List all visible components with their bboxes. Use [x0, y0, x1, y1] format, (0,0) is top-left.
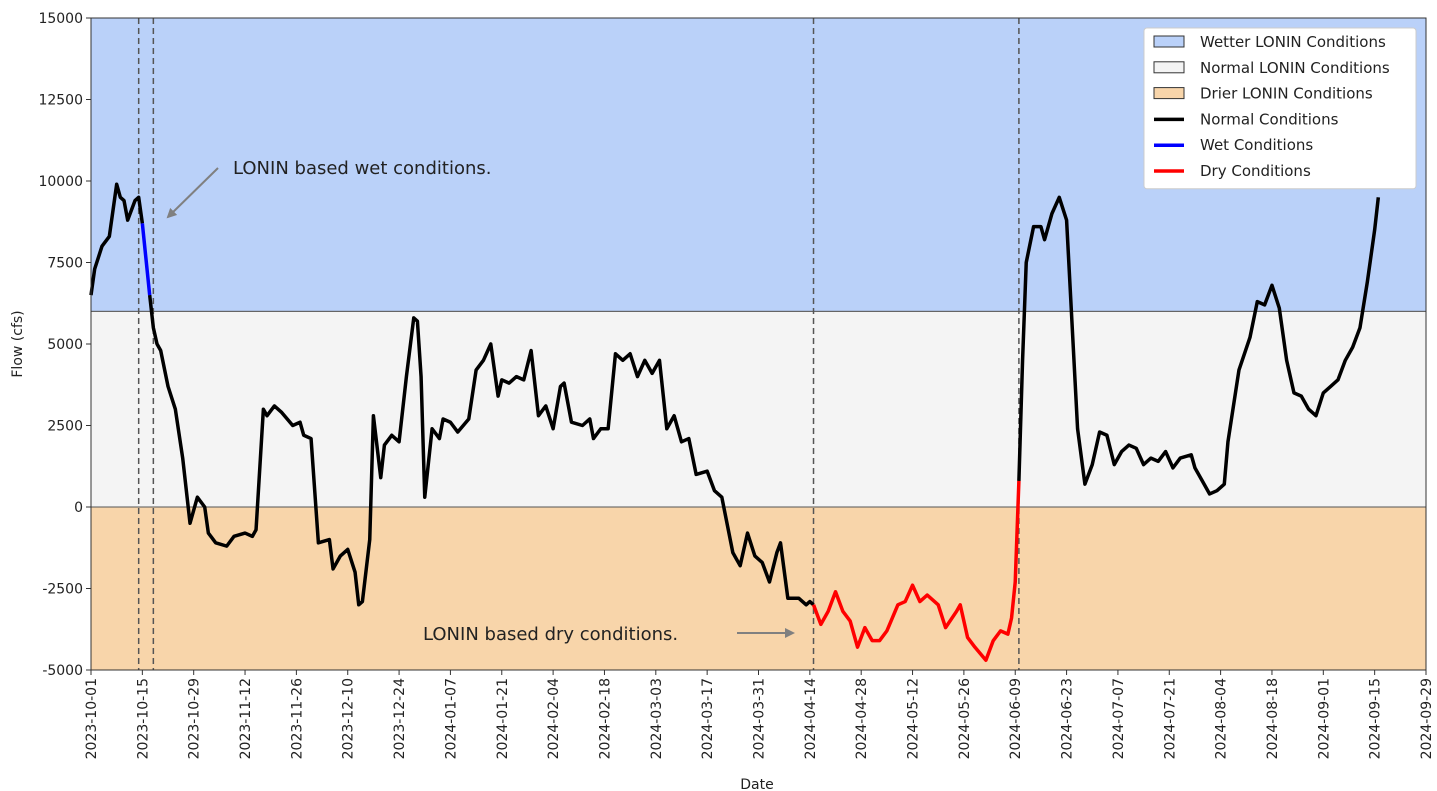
x-tick-label: 2024-09-29 — [1419, 678, 1435, 759]
x-tick-label: 2024-03-03 — [649, 678, 665, 759]
y-tick-label: 7500 — [47, 256, 83, 272]
series-line — [140, 223, 152, 296]
legend-label: Normal LONIN Conditions — [1200, 59, 1390, 77]
x-tick-label: 2023-11-12 — [238, 678, 254, 759]
y-tick-label: 0 — [74, 500, 83, 516]
legend-swatch — [1153, 87, 1185, 100]
x-tick-label: 2024-03-31 — [752, 678, 768, 759]
series-line — [811, 480, 1021, 662]
y-axis-label: Flow (cfs) — [10, 310, 26, 377]
x-axis-label: Date — [740, 777, 773, 791]
y-tick-label: 5000 — [47, 337, 83, 353]
y-tick-label: 15000 — [38, 11, 83, 27]
x-tick-label: 2023-10-01 — [84, 678, 100, 759]
annotation: LONIN based dry conditions. — [423, 624, 678, 645]
y-tick-label: -5000 — [42, 663, 83, 679]
x-tick-label: 2024-02-18 — [597, 678, 613, 759]
x-tick-label: 2024-03-17 — [700, 678, 716, 759]
series-line — [89, 182, 1381, 607]
x-tick-label: 2024-07-07 — [1111, 678, 1127, 759]
x-tick-label: 2024-01-21 — [495, 678, 511, 759]
annotation-arrow — [166, 167, 219, 219]
legend-swatch — [1153, 61, 1185, 74]
x-tick-label: 2023-10-15 — [135, 678, 151, 759]
x-tick-label: 2024-06-23 — [1060, 678, 1076, 759]
x-tick-label: 2024-04-14 — [803, 678, 819, 759]
x-tick-label: 2024-01-07 — [443, 678, 459, 759]
legend-label: Wetter LONIN Conditions — [1200, 33, 1386, 51]
x-tick-label: 2024-07-21 — [1162, 678, 1178, 759]
legend-box — [1143, 27, 1417, 190]
plot-area: -5000 -2500 0 2500 5000 7500 10000 12500 15000 20… — [38, 11, 1435, 759]
x-tick-label: 2024-05-26 — [957, 678, 973, 759]
x-tick-label: 2023-11-26 — [289, 678, 305, 759]
legend-label: Dry Conditions — [1200, 162, 1311, 180]
legend-swatch — [1153, 35, 1185, 48]
legend-label: Wet Conditions — [1200, 136, 1313, 154]
legend: Wetter LONIN Conditions Normal LONIN Cond… — [1143, 27, 1417, 190]
x-tick-label: 2024-05-12 — [906, 678, 922, 759]
x-tick-label: 2024-08-18 — [1265, 678, 1281, 759]
y-tick-label: 12500 — [38, 93, 83, 109]
annotation: LONIN based wet conditions. — [233, 158, 491, 179]
condition-band — [90, 506, 1427, 671]
legend-label: Normal Conditions — [1200, 110, 1339, 128]
x-tick-label: 2024-02-04 — [546, 678, 562, 759]
x-tick-label: 2024-04-28 — [854, 678, 870, 759]
y-tick-label: 10000 — [38, 174, 83, 190]
x-tick-label: 2023-12-10 — [341, 678, 357, 759]
x-tick-label: 2024-08-04 — [1214, 678, 1230, 759]
y-tick-label: -2500 — [42, 582, 83, 598]
x-tick-label: 2023-10-29 — [187, 678, 203, 759]
x-tick-label: 2024-06-09 — [1008, 678, 1024, 759]
legend-label: Drier LONIN Conditions — [1200, 85, 1373, 103]
y-tick-label: 2500 — [47, 419, 83, 435]
x-tick-label: 2024-09-01 — [1316, 678, 1332, 759]
x-tick-label: 2023-12-24 — [392, 678, 408, 759]
plot-frame — [90, 17, 1427, 671]
x-tick-label: 2024-09-15 — [1368, 678, 1384, 759]
